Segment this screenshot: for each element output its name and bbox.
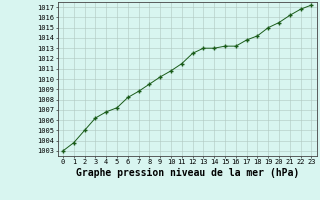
X-axis label: Graphe pression niveau de la mer (hPa): Graphe pression niveau de la mer (hPa) — [76, 168, 299, 178]
